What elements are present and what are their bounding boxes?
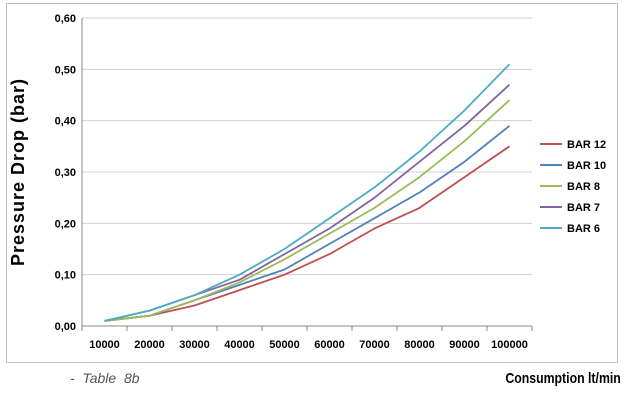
x-tick-label: 60000 — [314, 339, 345, 351]
legend-label: BAR 7 — [567, 202, 600, 214]
y-tick-label: 0,40 — [55, 116, 76, 128]
table-caption: - Table 8b — [70, 370, 140, 386]
chart-frame — [6, 3, 618, 363]
legend-label: BAR 6 — [567, 223, 600, 235]
y-tick-label: 0,30 — [55, 167, 76, 179]
legend-label: BAR 12 — [567, 139, 606, 151]
legend-label: BAR 8 — [567, 181, 600, 193]
x-tick-label: 90000 — [449, 339, 480, 351]
legend-label: BAR 10 — [567, 160, 606, 172]
x-tick-label: 80000 — [404, 339, 435, 351]
x-tick-label: 100000 — [491, 339, 528, 351]
x-tick-label: 10000 — [89, 339, 120, 351]
x-tick-label: 50000 — [269, 339, 300, 351]
y-tick-label: 0,00 — [55, 321, 76, 333]
series-line-bar-7 — [104, 84, 511, 322]
x-tick-label: 40000 — [224, 339, 255, 351]
y-tick-label: 0,50 — [55, 64, 76, 76]
x-tick-label: 20000 — [134, 339, 165, 351]
series-line-bar-6 — [104, 63, 511, 322]
y-tick-label: 0,60 — [55, 13, 76, 25]
y-tick-label: 0,20 — [55, 218, 76, 230]
y-tick-label: 0,10 — [55, 270, 76, 282]
series-line-bar-8 — [104, 99, 511, 322]
series-line-bar-12 — [104, 145, 511, 322]
x-tick-label: 70000 — [359, 339, 390, 351]
x-axis-label: Consumption lt/min — [505, 370, 621, 387]
y-axis-label: Pressure Drop (bar) — [8, 78, 28, 266]
x-tick-label: 30000 — [179, 339, 210, 351]
